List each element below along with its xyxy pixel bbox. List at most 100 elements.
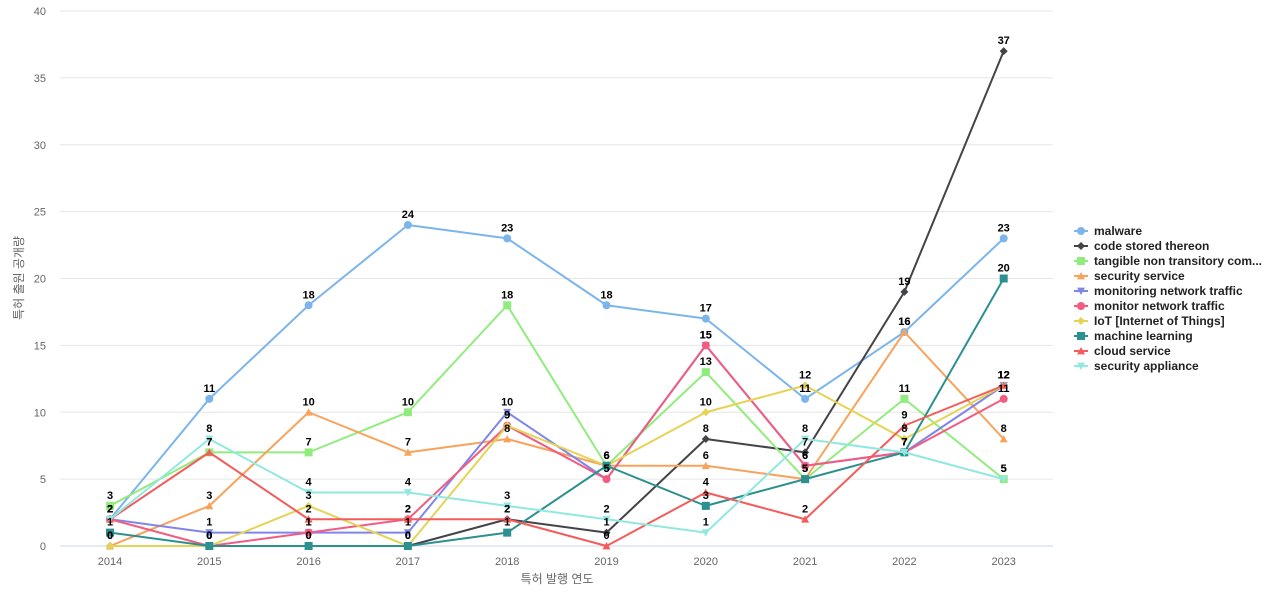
data-point: [503, 301, 512, 310]
legend-item[interactable]: security appliance: [1074, 359, 1199, 373]
x-tick-label: 2023: [991, 556, 1015, 568]
data-label: 1: [306, 517, 312, 529]
legend-item[interactable]: machine learning: [1074, 329, 1193, 343]
series-9: [106, 435, 1008, 537]
data-label: 11: [998, 383, 1010, 395]
data-point: [999, 274, 1008, 283]
data-label: 15: [700, 329, 712, 341]
series-line: [109, 344, 1005, 547]
legend-item[interactable]: security service: [1074, 269, 1185, 283]
y-tick-label: 15: [34, 340, 46, 352]
data-point: [999, 234, 1008, 243]
y-tick-label: 40: [34, 6, 46, 18]
data-point: [304, 408, 313, 416]
data-point: [701, 461, 710, 470]
series-0: [106, 221, 1008, 524]
data-point: [999, 475, 1008, 484]
data-label: 0: [405, 530, 411, 542]
legend-label: IoT [Internet of Things]: [1094, 314, 1225, 328]
data-label: 7: [901, 436, 907, 448]
data-label: 23: [998, 222, 1010, 234]
data-point: [801, 515, 810, 523]
data-label: 8: [504, 423, 510, 435]
data-label: 6: [603, 450, 609, 462]
data-label: 37: [998, 35, 1010, 47]
data-label: 1: [603, 517, 609, 529]
legend-item[interactable]: code stored thereon: [1074, 239, 1209, 253]
data-label: 0: [107, 530, 113, 542]
x-tick-label: 2019: [594, 556, 618, 568]
data-label: 13: [700, 356, 712, 368]
legend-item[interactable]: cloud service: [1074, 344, 1171, 358]
data-label: 2: [306, 503, 312, 515]
data-label: 18: [501, 289, 513, 301]
data-point: [503, 421, 512, 430]
data-label: 20: [998, 263, 1010, 275]
data-label: 18: [600, 289, 612, 301]
data-label: 2: [504, 503, 510, 515]
data-label: 4: [306, 477, 313, 489]
data-point: [106, 515, 114, 524]
data-label: 2: [405, 503, 411, 515]
data-label: 24: [402, 209, 415, 221]
data-label: 1: [405, 517, 411, 529]
legend-item[interactable]: monitor network traffic: [1074, 299, 1225, 313]
data-label: 7: [405, 436, 411, 448]
data-label: 12: [998, 370, 1010, 382]
data-label: 8: [901, 423, 907, 435]
legend-label: code stored thereon: [1094, 239, 1209, 253]
data-label: 17: [700, 303, 712, 315]
legend-marker: [1077, 332, 1085, 340]
data-label: 5: [1001, 463, 1007, 475]
legend-item[interactable]: tangible non transitory com...: [1074, 254, 1262, 268]
data-point: [602, 542, 611, 550]
y-tick-label: 10: [34, 407, 46, 419]
data-point: [701, 368, 710, 377]
data-label: 8: [703, 423, 709, 435]
data-label: 0: [107, 530, 113, 542]
legend-label: malware: [1094, 224, 1142, 238]
series-line: [109, 224, 1005, 520]
legend-item[interactable]: malware: [1074, 224, 1142, 238]
data-point: [304, 501, 313, 510]
data-point: [701, 314, 710, 323]
y-tick-label: 30: [34, 140, 46, 152]
legend-marker: [1077, 302, 1085, 310]
data-point: [701, 408, 710, 417]
data-label: 5: [802, 463, 808, 475]
data-label: 0: [206, 530, 212, 542]
data-label: 7: [901, 436, 907, 448]
data-point: [304, 301, 313, 310]
series-line: [109, 304, 1005, 507]
data-point: [801, 435, 810, 443]
data-label: 4: [405, 477, 412, 489]
x-tick-label: 2020: [694, 556, 718, 568]
data-point: [900, 328, 909, 336]
legend-label: monitoring network traffic: [1094, 284, 1243, 298]
data-label: 3: [504, 490, 510, 502]
data-point: [701, 501, 710, 510]
data-label: 7: [206, 436, 212, 448]
data-label: 5: [1001, 463, 1007, 475]
data-point: [205, 529, 214, 537]
data-label: 1: [703, 517, 709, 529]
legend-label: cloud service: [1094, 344, 1171, 358]
data-label: 2: [107, 503, 113, 515]
legend-item[interactable]: monitoring network traffic: [1074, 284, 1243, 298]
series-4: [106, 341, 1008, 537]
legend-marker: [1077, 317, 1085, 325]
x-tick-label: 2017: [396, 556, 420, 568]
data-point: [304, 515, 313, 523]
data-label: 10: [700, 396, 712, 408]
data-point: [999, 47, 1008, 56]
data-label: 1: [504, 517, 510, 529]
data-label: 2: [405, 503, 411, 515]
data-point: [701, 435, 710, 443]
data-label: 3: [703, 490, 709, 502]
series-line: [109, 384, 1005, 547]
data-point: [503, 528, 512, 537]
y-tick-label: 35: [34, 73, 46, 85]
legend-item[interactable]: IoT [Internet of Things]: [1074, 314, 1225, 328]
